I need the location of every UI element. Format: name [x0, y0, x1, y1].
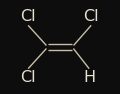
- Text: Cl: Cl: [83, 9, 99, 24]
- Text: Cl: Cl: [21, 70, 36, 85]
- Text: Cl: Cl: [21, 9, 36, 24]
- Text: H: H: [84, 70, 96, 85]
